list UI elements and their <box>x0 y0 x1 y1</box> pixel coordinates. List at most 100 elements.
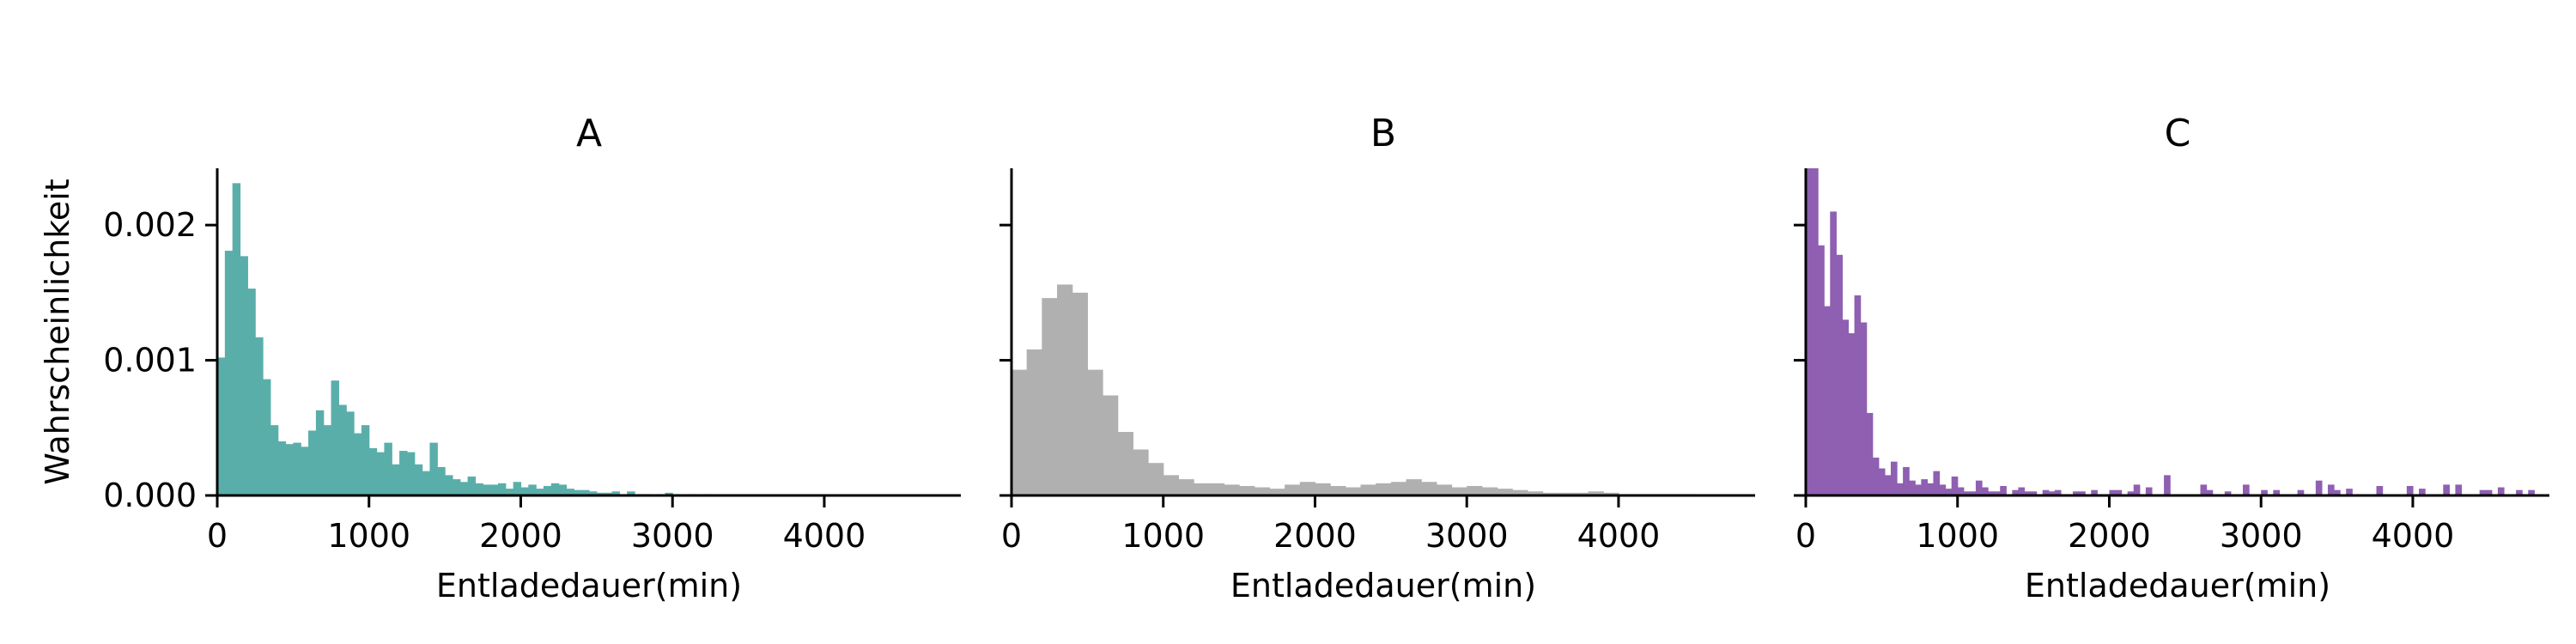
histogram-bar <box>1933 471 1941 495</box>
chart-panel-c: 0 1000 2000 3000 4000 C Entladedauer(min) <box>1794 112 2549 605</box>
histogram-bar <box>277 441 287 495</box>
histogram-bar <box>2200 484 2208 495</box>
histogram-bar <box>2048 491 2056 495</box>
histogram-bar <box>475 483 483 495</box>
histogram-bar <box>543 485 552 495</box>
histogram-bar <box>1884 475 1892 495</box>
histogram-bar <box>1057 284 1073 495</box>
histogram-bar <box>1148 463 1164 495</box>
histogram-bar <box>2346 489 2353 495</box>
histogram-bar <box>2042 489 2050 495</box>
x-tick-label: 3000 <box>1425 517 1509 555</box>
histogram-bar <box>255 337 264 495</box>
histogram-bar <box>1848 333 1856 495</box>
x-tick-label: 4000 <box>1577 517 1661 555</box>
histogram-bar <box>1026 349 1042 495</box>
histogram-bar <box>497 483 507 495</box>
histogram-bar <box>354 433 362 495</box>
histogram-bar <box>2024 491 2032 495</box>
histogram-bar <box>1872 457 1880 495</box>
histogram-bar <box>520 487 529 495</box>
histogram-bar <box>1376 483 1392 495</box>
x-tick-label: 1000 <box>1916 517 1999 555</box>
histogram-bar <box>1133 449 1149 495</box>
histogram-bar <box>2030 491 2038 495</box>
histogram-bar <box>399 451 408 495</box>
histogram-bar <box>1558 492 1574 495</box>
histogram-bar <box>1072 292 1088 495</box>
histogram-bar <box>1897 483 1904 495</box>
histogram-bar <box>1588 491 1604 495</box>
histogram-bar <box>1836 254 1844 495</box>
histogram-bar <box>1842 319 1850 495</box>
histogram-bar <box>1178 479 1194 495</box>
histogram-bar <box>361 425 370 495</box>
histogram-bar <box>574 489 582 495</box>
histogram-bar <box>429 442 438 495</box>
histogram-bar <box>596 492 605 495</box>
histogram-bar <box>1890 461 1898 495</box>
histogram-bar <box>217 357 226 495</box>
histogram-bar <box>1012 369 1028 495</box>
histogram-bar <box>2012 489 2020 495</box>
x-tick-label: 3000 <box>2220 517 2303 555</box>
histogram-bar <box>2145 487 2153 495</box>
histogram-bar <box>1497 489 1513 495</box>
x-tick-label: 1000 <box>327 517 410 555</box>
histogram-bar <box>392 464 400 495</box>
histogram-bar <box>2091 489 2098 495</box>
histogram-bar <box>2485 489 2493 495</box>
histogram-bar <box>315 410 325 495</box>
histogram-bar <box>1224 484 1240 495</box>
histogram-bar <box>2297 489 2305 495</box>
histogram-bar <box>1945 489 1953 495</box>
histogram-bar <box>1042 298 1058 495</box>
histogram-bar <box>2479 489 2487 495</box>
histogram-bar <box>1957 487 1965 495</box>
histogram-bar <box>665 492 673 495</box>
histogram-bar <box>2127 491 2135 495</box>
histogram-bar <box>285 444 294 495</box>
histogram-bar <box>224 251 234 495</box>
histogram-bar <box>2109 489 2117 495</box>
histogram-bar <box>1481 487 1498 495</box>
histogram-bar <box>2406 485 2414 495</box>
histogram-bar <box>2073 491 2080 495</box>
histogram-bar <box>2516 489 2523 495</box>
histogram-bar <box>323 425 332 495</box>
histogram-bar <box>1812 168 1819 495</box>
histogram-bar <box>1975 480 1983 495</box>
histogram-bar <box>2000 485 2007 495</box>
histogram-bar <box>1951 476 1959 495</box>
histogram-bar <box>1390 482 1407 495</box>
histogram-bar <box>1824 306 1831 495</box>
histogram-bar <box>2528 489 2535 495</box>
histogram-bar <box>558 484 568 495</box>
x-tick-label: 0 <box>1001 517 1022 555</box>
x-tick-label: 0 <box>1795 517 1816 555</box>
histogram-bar <box>1988 491 1995 495</box>
histogram-bar <box>338 404 347 495</box>
histogram-bar <box>1330 485 1346 495</box>
histogram-bars <box>217 183 711 495</box>
histogram-bar <box>2327 484 2335 495</box>
histogram-bar <box>1406 479 1422 495</box>
x-tick-label: 2000 <box>2068 517 2151 555</box>
histogram-bar <box>1421 482 1437 495</box>
histogram-bar <box>2206 489 2214 495</box>
chart-panel-b: 0 1000 2000 3000 4000 B Entladedauer(min) <box>999 112 1755 605</box>
histogram-bar <box>1299 482 1316 495</box>
histogram-bar <box>2419 489 2426 495</box>
chart-title: A <box>576 112 602 155</box>
x-tick-label: 4000 <box>783 517 866 555</box>
histogram-bar <box>483 484 491 495</box>
histogram-bar <box>1208 483 1225 495</box>
histogram-bar <box>308 430 317 495</box>
histogram-bar <box>1963 491 1971 495</box>
histogram-bar <box>1315 483 1331 495</box>
histogram-bar <box>1103 395 1119 495</box>
histogram-bar <box>490 484 499 495</box>
histogram-bar <box>1194 483 1210 495</box>
histogram-bar <box>1512 489 1528 495</box>
